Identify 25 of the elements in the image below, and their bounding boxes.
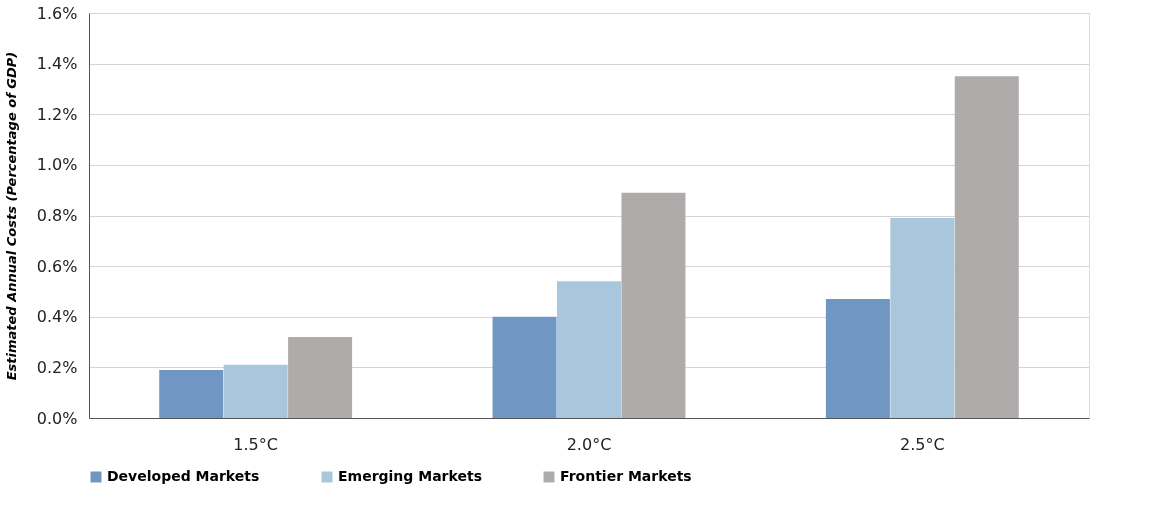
bar [825,299,890,418]
bar [223,364,288,418]
y-tick-label: 0.0% [36,408,78,428]
y-tick-label: 1.6% [36,3,78,23]
bar [621,192,686,418]
bar [557,281,621,418]
x-tick-label: 2.0°C [566,434,612,454]
bar [954,76,1019,418]
bar [492,316,557,418]
y-tick-label: 0.4% [36,307,78,327]
y-tick-label: 1.2% [36,104,78,124]
legend-label: Frontier Markets [560,468,692,484]
bar [159,369,224,418]
legend-label: Developed Markets [107,468,260,484]
x-tick-label: 2.5°C [900,434,945,454]
y-axis-title: Estimated Annual Costs (Percentage of GDP) [3,51,19,381]
bar [890,218,955,418]
y-tick-label: 0.6% [36,256,78,276]
y-tick-label: 0.8% [36,206,78,225]
bar [288,337,353,418]
y-tick-label: 1.0% [36,155,78,175]
x-tick-label: 1.5°C [233,434,278,454]
y-tick-label: 0.2% [36,357,78,377]
y-tick-label: 1.4% [36,54,78,74]
legend-label: Emerging Markets [338,468,482,484]
